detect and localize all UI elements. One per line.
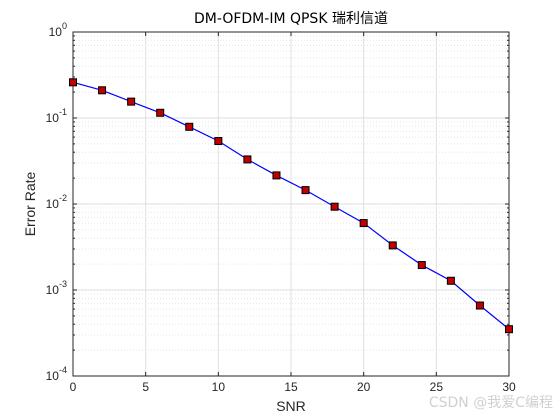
data-point bbox=[243, 155, 252, 164]
data-point bbox=[330, 202, 339, 211]
data-point bbox=[214, 137, 223, 146]
y-tick-label: 10-3 bbox=[46, 279, 67, 297]
y-axis-label: Error Rate bbox=[22, 172, 38, 237]
data-point bbox=[446, 276, 455, 285]
data-point bbox=[272, 171, 281, 180]
data-point bbox=[156, 108, 165, 117]
x-tick-label: 5 bbox=[142, 380, 149, 394]
data-point bbox=[127, 97, 136, 106]
y-tick-label: 10-2 bbox=[46, 193, 67, 211]
data-point bbox=[505, 325, 513, 334]
x-tick-label: 30 bbox=[502, 380, 516, 394]
y-axis-ticks: 10-4 10-3 10-2 10-1 100 bbox=[46, 21, 509, 383]
watermark: CSDN @我爱C编程 bbox=[429, 395, 553, 411]
y-tick-label: 10-1 bbox=[46, 107, 67, 125]
y-tick-label: 100 bbox=[49, 21, 67, 39]
x-axis-ticks: 0 5 10 15 20 25 30 bbox=[70, 32, 516, 394]
data-point bbox=[98, 86, 107, 95]
data-point bbox=[359, 219, 368, 228]
x-tick-label: 15 bbox=[284, 380, 298, 394]
series-layer bbox=[69, 78, 513, 334]
x-tick-label: 25 bbox=[430, 380, 444, 394]
data-point bbox=[301, 186, 310, 195]
x-axis-label: SNR bbox=[276, 398, 306, 414]
x-tick-label: 10 bbox=[212, 380, 226, 394]
x-tick-label: 20 bbox=[357, 380, 371, 394]
x-tick-label: 0 bbox=[70, 380, 77, 394]
data-point bbox=[185, 122, 194, 131]
data-point bbox=[475, 301, 484, 310]
chart-title: DM-OFDM-IM QPSK 瑞利信道 bbox=[194, 11, 388, 27]
series-line bbox=[72, 81, 510, 330]
y-tick-label: 10-4 bbox=[46, 365, 67, 383]
data-point bbox=[388, 241, 397, 250]
data-point bbox=[69, 78, 77, 87]
grid bbox=[72, 31, 510, 377]
data-point bbox=[417, 261, 426, 270]
